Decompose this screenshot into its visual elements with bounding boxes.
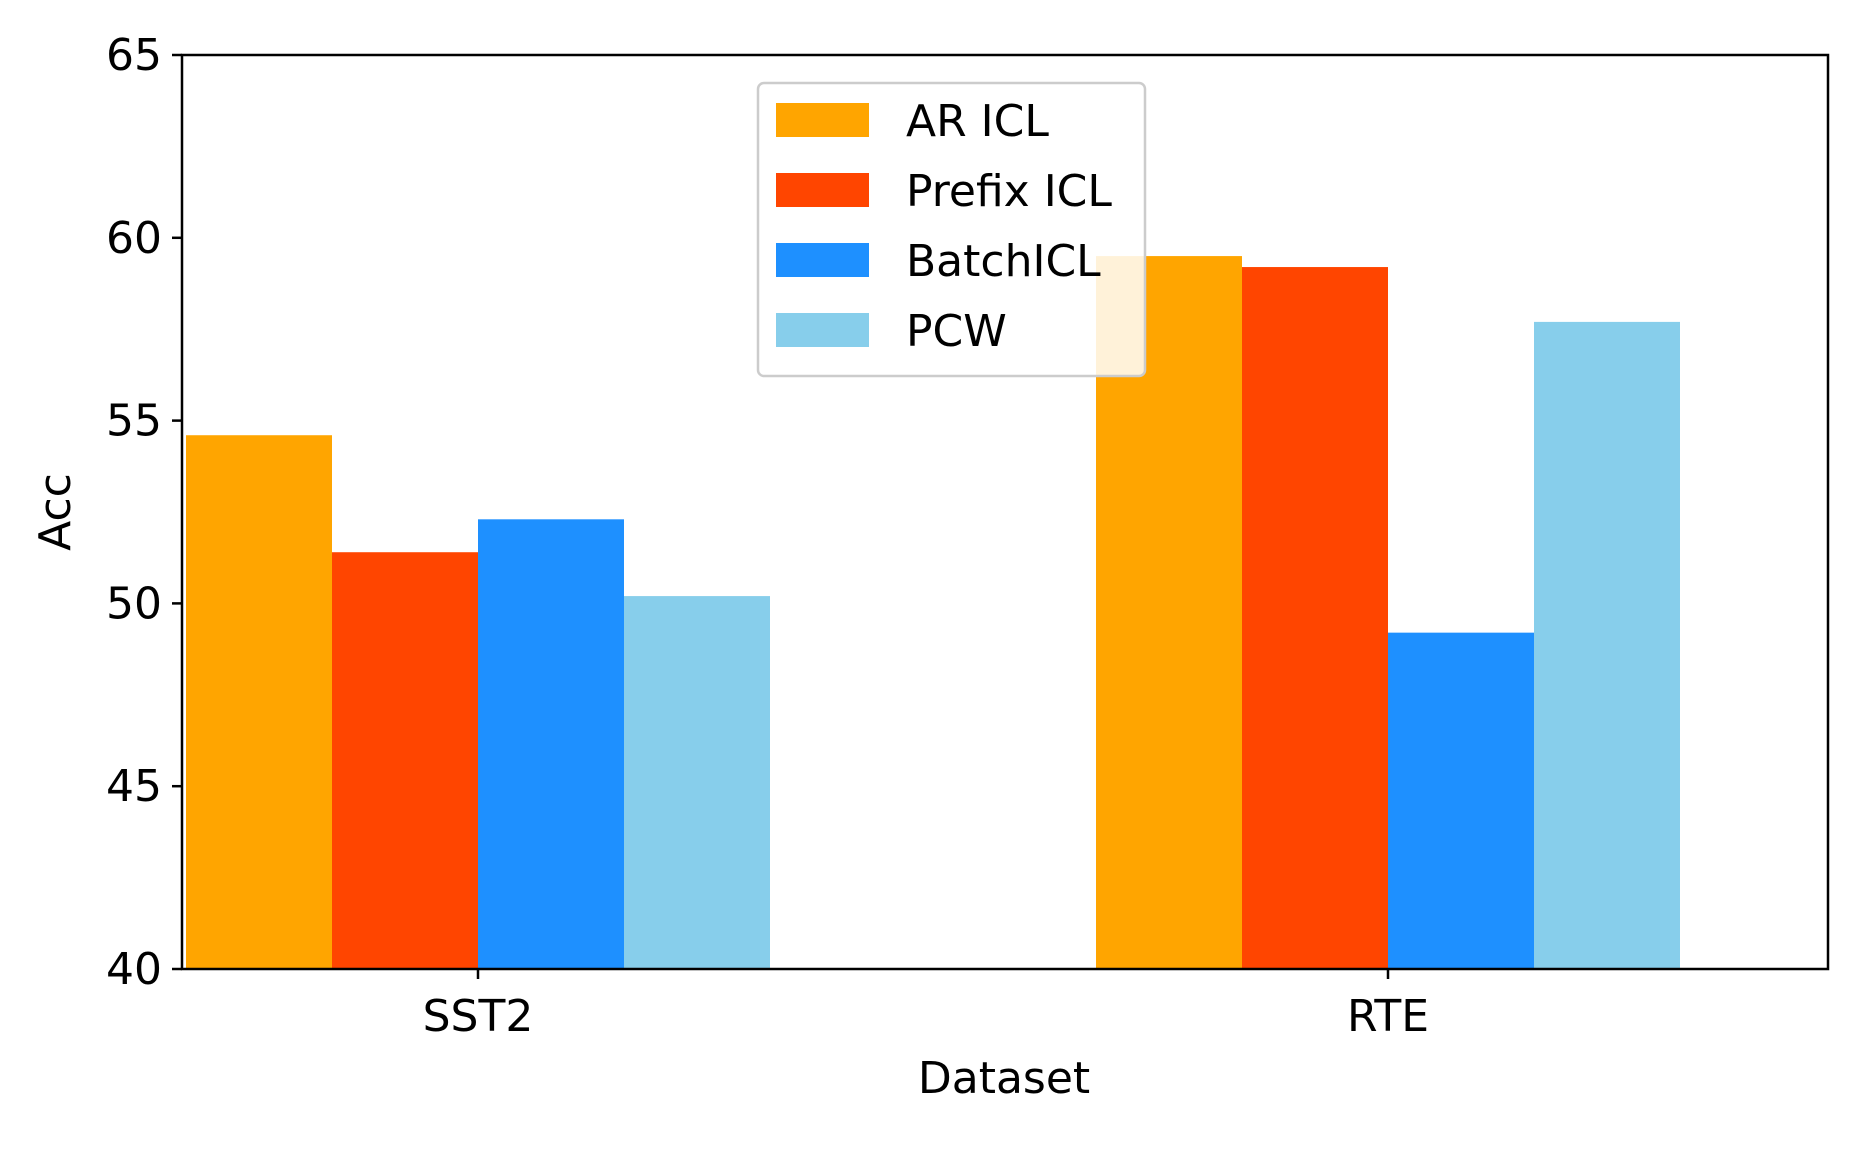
bar-pcw-rte xyxy=(1534,321,1680,969)
bar-ar-icl-sst2 xyxy=(186,435,332,969)
legend-swatch xyxy=(776,243,869,277)
y-tick-label: 60 xyxy=(106,213,162,264)
legend-label: PCW xyxy=(906,306,1007,357)
x-axis-ticks: SST2 RTE xyxy=(423,969,1429,1042)
y-tick-label: 45 xyxy=(106,761,162,812)
bars xyxy=(186,256,1680,970)
y-tick-label: 40 xyxy=(106,944,162,995)
bar-prefix-icl-sst2 xyxy=(332,552,478,969)
y-axis-title: Acc xyxy=(30,473,81,551)
bar-pcw-sst2 xyxy=(624,596,770,969)
legend-swatch xyxy=(776,103,869,137)
legend-frame xyxy=(756,81,1147,378)
y-tick-label: 55 xyxy=(106,396,162,447)
bar-batchicl-rte xyxy=(1388,632,1534,969)
y-axis-ticks: 40 45 50 55 60 65 xyxy=(106,30,182,995)
plot-frame xyxy=(180,53,1830,971)
legend: AR ICL Prefix ICL BatchICL PCW xyxy=(756,81,1147,378)
y-tick-label: 50 xyxy=(106,578,162,629)
bar-prefix-icl-rte xyxy=(1242,267,1388,970)
legend-label: Prefix ICL xyxy=(906,166,1112,217)
legend-label: AR ICL xyxy=(906,96,1049,147)
bar-batchicl-sst2 xyxy=(478,519,624,969)
legend-label: BatchICL xyxy=(906,236,1101,287)
x-axis-title: Dataset xyxy=(918,1053,1090,1104)
legend-swatch xyxy=(776,173,869,207)
x-tick-label: SST2 xyxy=(423,991,534,1042)
y-tick-label: 65 xyxy=(106,30,162,81)
legend-swatch xyxy=(776,313,869,347)
x-tick-label: RTE xyxy=(1347,991,1429,1042)
